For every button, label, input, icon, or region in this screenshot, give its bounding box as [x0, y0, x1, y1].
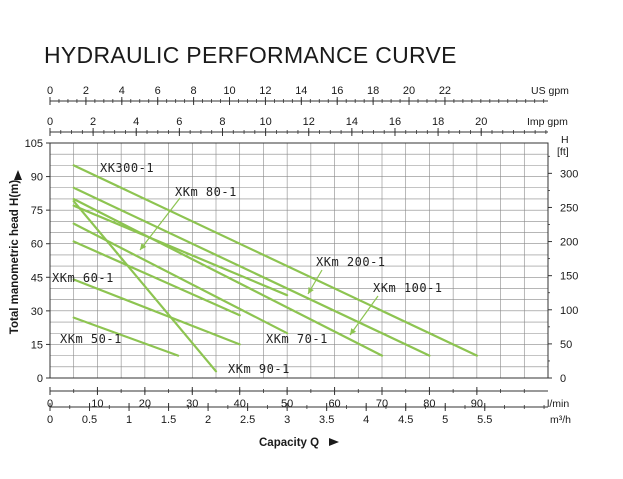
imp-gpm-axis-tick-label: 18	[432, 116, 444, 128]
head-ft-tick-label: 150	[560, 271, 578, 283]
label-xkm-70-1: XKm 70-1	[266, 332, 328, 346]
us-gpm-axis-tick-label: 20	[403, 85, 415, 97]
head-ft-tick-label: 50	[560, 339, 572, 351]
us-gpm-axis-tick-label: 6	[155, 85, 161, 97]
m3h-axis-unit: m³/h	[550, 414, 571, 426]
curve-xkm-70-1	[72, 222, 289, 335]
head-ft-tick-label: 200	[560, 237, 578, 249]
head-ft-tick-label: 250	[560, 202, 578, 214]
x-axis-label: Capacity Q	[259, 437, 319, 449]
plot-frame	[49, 142, 549, 379]
head-m-tick-label: 90	[31, 172, 43, 184]
lpm-axis-tick-label: 10	[91, 398, 103, 410]
leader-xkm-100-1	[349, 295, 379, 336]
head-ft-unit: H	[561, 134, 569, 146]
curve-xkm-90-1	[72, 200, 218, 373]
curve-xkm-100-1	[72, 197, 384, 357]
imp-gpm-axis-tick-label: 10	[259, 116, 271, 128]
m3h-axis-tick-label: 1	[126, 414, 132, 426]
m3h-axis-tick-label: 5	[442, 414, 448, 426]
y-axis-label: Total manometric head H(m)	[9, 180, 21, 335]
us-gpm-axis-tick-label: 22	[439, 85, 451, 97]
label-xkm-50-1: XKm 50-1	[60, 332, 122, 346]
label-leaders	[139, 197, 379, 336]
us-gpm-axis-tick-label: 16	[331, 85, 343, 97]
us-gpm-axis-tick-label: 14	[295, 85, 307, 97]
us-gpm-axis-unit: US gpm	[531, 85, 569, 97]
label-xk300-1: XK300-1	[100, 161, 154, 175]
us-gpm-axis-tick-label: 0	[47, 85, 53, 97]
m3h-axis-tick-label: 4.5	[398, 414, 413, 426]
imp-gpm-axis-tick-label: 6	[176, 116, 182, 128]
head-ft-tick-label: 300	[560, 168, 578, 180]
leader-arrow-xkm-200-1	[308, 287, 314, 294]
leader-arrow-xkm-80-1	[140, 243, 147, 250]
m3h-axis-tick-label: 3	[284, 414, 290, 426]
head-m-tick-label: 45	[31, 272, 43, 284]
series-lines	[72, 164, 478, 373]
label-xkm-90-1: XKm 90-1	[228, 362, 290, 376]
head-ft-unit-bracket: [ft]	[557, 146, 569, 158]
label-xkm-60-1: XKm 60-1	[52, 271, 114, 285]
imp-gpm-axis-unit: Imp gpm	[527, 116, 568, 128]
head-m-tick-label: 30	[31, 306, 43, 318]
curve-xkm-50-1	[72, 316, 180, 357]
head-m-tick-label: 0	[37, 373, 43, 385]
m3h-axis-tick-label: 5.5	[477, 414, 492, 426]
chart-title: HYDRAULIC PERFORMANCE CURVE	[44, 42, 457, 68]
x-axis-arrow	[329, 438, 339, 446]
head-ft-tick-label: 100	[560, 305, 578, 317]
imp-gpm-axis-tick-label: 16	[389, 116, 401, 128]
imp-gpm-axis-tick-label: 4	[133, 116, 139, 128]
label-xkm-200-1: XKm 200-1	[316, 255, 386, 269]
us-gpm-axis-tick-label: 2	[83, 85, 89, 97]
curve-xkm-40-1	[72, 278, 241, 346]
imp-gpm-axis-tick-label: 14	[346, 116, 358, 128]
m3h-axis-tick-label: 1.5	[161, 414, 176, 426]
lpm-axis-tick-label: 90	[471, 398, 483, 410]
label-xkm-100-1: XKm 100-1	[373, 281, 443, 295]
us-gpm-axis-tick-label: 8	[191, 85, 197, 97]
m3h-axis-tick-label: 3.5	[319, 414, 334, 426]
curve-xk300-1	[72, 164, 478, 357]
m3h-axis-tick-label: 4	[363, 414, 369, 426]
head-m-tick-label: 75	[31, 205, 43, 217]
lpm-axis-tick-label: 60	[328, 398, 340, 410]
m3h-axis-tick-label: 2	[205, 414, 211, 426]
imp-gpm-axis-tick-label: 2	[90, 116, 96, 128]
us-gpm-axis-tick-label: 12	[259, 85, 271, 97]
us-gpm-axis-tick-label: 4	[119, 85, 125, 97]
leader-arrow-xkm-100-1	[350, 328, 357, 335]
imp-gpm-axis-tick-label: 8	[219, 116, 225, 128]
label-xkm-80-1: XKm 80-1	[175, 185, 237, 199]
us-gpm-axis-tick-label: 10	[223, 85, 235, 97]
us-gpm-axis-tick-label: 18	[367, 85, 379, 97]
grid	[49, 142, 549, 379]
m3h-axis-tick-label: 2.5	[240, 414, 255, 426]
lpm-axis-tick-label: 40	[234, 398, 246, 410]
m3h-axis-tick-label: 0	[47, 414, 53, 426]
head-m-tick-label: 60	[31, 239, 43, 251]
head-ft-tick-label: 0	[560, 373, 566, 385]
curve-labels: XK300-1 XKm 80-1 XKm 200-1 XKm 100-1 XKm 60-…	[52, 161, 443, 376]
head-m-tick-label: 15	[31, 339, 43, 351]
lpm-axis-unit: l/min	[547, 398, 569, 410]
leader-xkm-80-1	[139, 197, 181, 251]
curve-xkm-60-1	[72, 240, 241, 317]
y-axis-arrow	[14, 170, 22, 180]
m3h-axis-tick-label: 0.5	[82, 414, 97, 426]
curve-xkm-200-1	[72, 186, 431, 357]
imp-gpm-axis-tick-label: 12	[303, 116, 315, 128]
head-m-tick-label: 105	[25, 138, 43, 150]
imp-gpm-axis-tick-label: 0	[47, 116, 53, 128]
imp-gpm-axis-tick-label: 20	[475, 116, 487, 128]
curve-xkm-80-1	[72, 204, 289, 297]
